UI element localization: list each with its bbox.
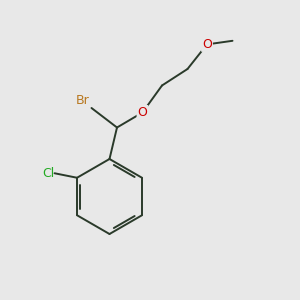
Text: O: O [138,106,147,119]
Text: Br: Br [75,94,89,106]
Text: O: O [202,38,212,51]
Text: Cl: Cl [42,167,55,180]
